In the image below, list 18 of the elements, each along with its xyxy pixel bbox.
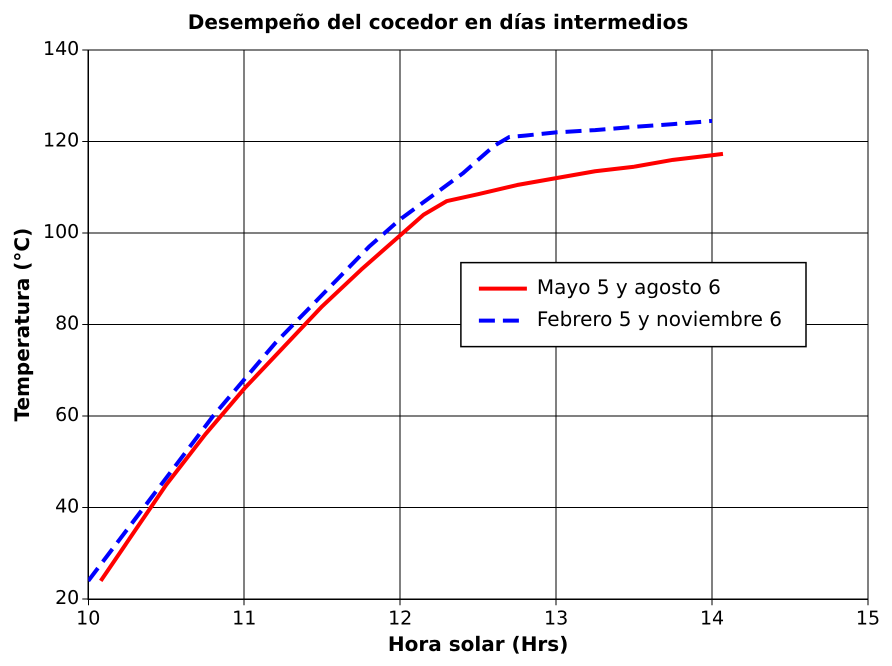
y-tick-label: 120 bbox=[43, 129, 80, 152]
y-tick-label: 40 bbox=[55, 496, 80, 518]
x-axis-title: Hora solar (Hrs) bbox=[388, 632, 568, 656]
chart-title: Desempeño del cocedor en días intermedios bbox=[188, 10, 688, 34]
y-tick-label: 80 bbox=[55, 312, 80, 335]
x-tick-label: 11 bbox=[232, 608, 256, 630]
y-axis-title: Temperatura (°C) bbox=[10, 228, 34, 422]
x-tick-label: 13 bbox=[544, 608, 568, 630]
y-tick-label: 20 bbox=[55, 587, 80, 610]
x-tick-label: 10 bbox=[76, 608, 100, 630]
legend-label: Mayo 5 y agosto 6 bbox=[536, 274, 721, 299]
x-tick-label: 14 bbox=[700, 608, 724, 630]
legend-label: Febrero 5 y noviembre 6 bbox=[536, 306, 782, 331]
y-tick-label: 60 bbox=[55, 404, 80, 426]
y-tick-label: 100 bbox=[43, 221, 80, 244]
x-tick-label: 15 bbox=[856, 608, 880, 630]
y-tick-label: 140 bbox=[43, 38, 80, 60]
x-tick-label: 12 bbox=[388, 608, 412, 630]
